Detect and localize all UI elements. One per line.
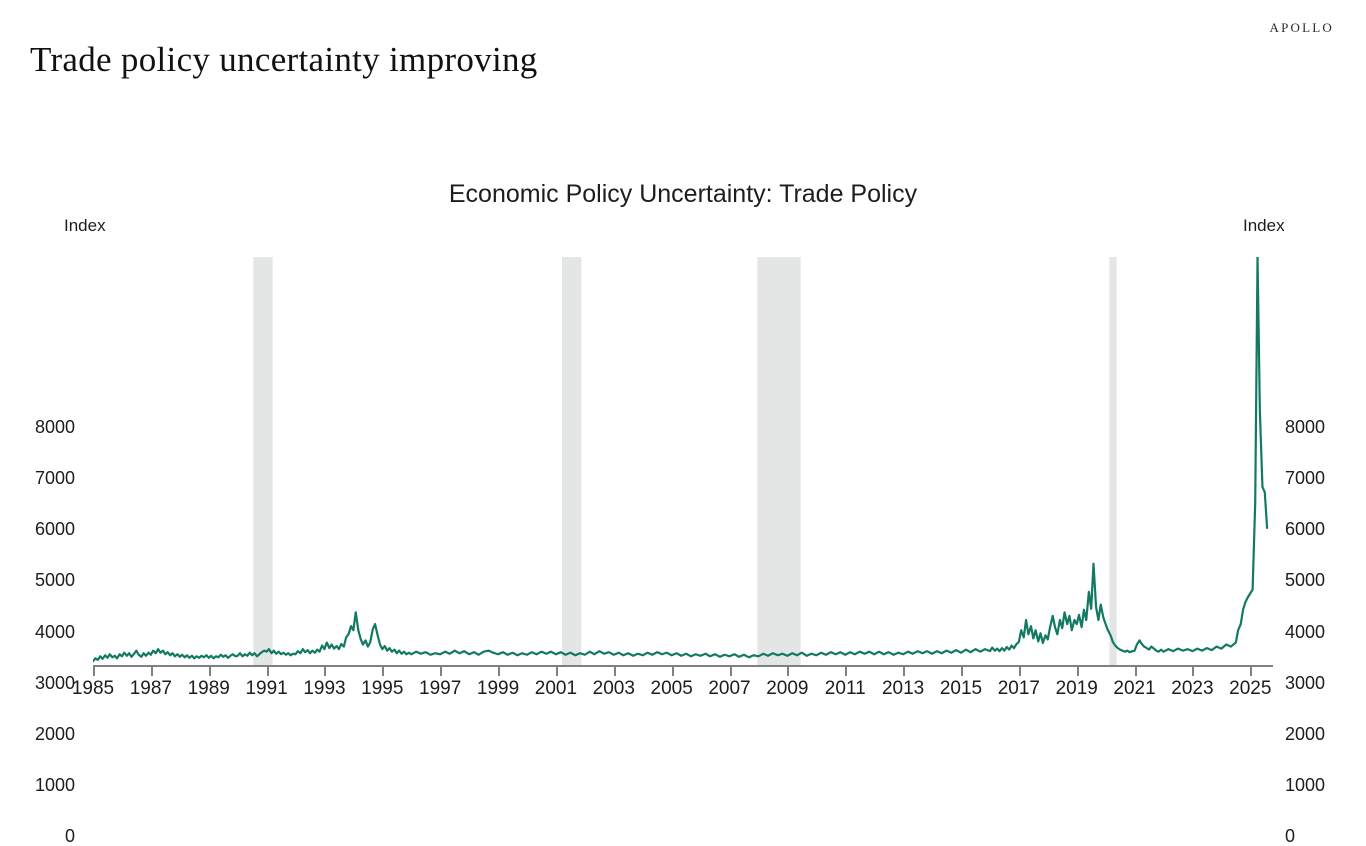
x-tick-label: 2025 [1229, 678, 1272, 699]
recession-band [561, 257, 582, 666]
x-axis-tick [498, 667, 501, 676]
x-axis-tick [845, 667, 848, 676]
x-tick-label: 2015 [939, 678, 983, 699]
x-axis-tick [903, 667, 906, 676]
chart-plot-svg [93, 257, 1272, 666]
y-tick-label-right: 4000 [1285, 621, 1326, 642]
chart-title: Economic Policy Uncertainty: Trade Polic… [448, 180, 918, 208]
series-lines [93, 257, 1267, 661]
x-tick-label: 1987 [129, 678, 172, 699]
y-tick-label-right: 7000 [1285, 468, 1326, 489]
x-tick-label: 1993 [303, 678, 346, 699]
x-tick-label: 1995 [361, 678, 404, 699]
x-tick-label: 2009 [766, 678, 809, 699]
x-tick-label: 2005 [650, 678, 693, 699]
x-axis-tick [382, 667, 385, 676]
x-axis-tick [671, 667, 674, 676]
y-tick-label-left: 1000 [34, 774, 75, 795]
x-tick-label: 2007 [708, 678, 751, 699]
y-tick-label-right: 3000 [1285, 672, 1326, 693]
y-tick-label-left: 0 [64, 826, 75, 846]
x-axis-tick [1192, 667, 1195, 676]
x-tick-label: 1985 [71, 678, 115, 699]
y-tick-label-right: 5000 [1285, 570, 1326, 591]
x-axis-tick [787, 667, 790, 676]
x-tick-label: 2021 [1113, 678, 1156, 699]
x-tick-label: 1997 [419, 678, 462, 699]
x-tick-label: 1989 [187, 678, 230, 699]
y-tick-label-left: 5000 [34, 570, 75, 591]
x-tick-label: 2011 [824, 678, 866, 699]
plot-area [93, 257, 1272, 666]
y-tick-label-left: 7000 [34, 468, 75, 489]
y-tick-label-right: 1000 [1285, 774, 1326, 795]
x-tick-label: 2023 [1171, 678, 1214, 699]
y-axis-unit-left: Index [64, 216, 106, 235]
x-axis-tick [1018, 667, 1021, 676]
y-tick-label-left: 4000 [34, 621, 75, 642]
y-tick-label-right: 8000 [1285, 417, 1326, 437]
recession-band [253, 257, 273, 666]
x-tick-label: 2001 [534, 678, 578, 699]
y-tick-label-right: 0 [1285, 826, 1296, 846]
x-tick-label: 2017 [997, 678, 1040, 699]
x-axis-tick [440, 667, 443, 676]
x-axis-tick [960, 667, 963, 676]
y-tick-label-right: 2000 [1285, 723, 1326, 744]
x-axis-tick [208, 667, 211, 676]
x-axis-tick [1250, 667, 1253, 676]
x-tick-label: 2003 [592, 678, 635, 699]
y-tick-label-left: 2000 [34, 723, 75, 744]
x-axis-tick [93, 667, 95, 676]
x-tick-label: 2013 [881, 678, 925, 699]
page-title: Trade policy uncertainty improving [30, 40, 538, 79]
x-axis-tick [555, 667, 558, 676]
x-axis-line [93, 665, 1273, 667]
recession-band [757, 257, 801, 666]
y-axis-unit-right: Index [1243, 216, 1285, 235]
recession-band [1109, 257, 1117, 666]
x-tick-label: 1999 [476, 678, 520, 699]
x-axis-tick [150, 667, 153, 676]
series-line [93, 257, 1267, 661]
recession-bands [253, 257, 1117, 666]
x-axis-tick [1076, 667, 1079, 676]
x-axis-tick [729, 667, 732, 676]
x-tick-label: 1991 [245, 678, 288, 699]
y-tick-label-left: 8000 [34, 417, 75, 437]
x-axis-tick [1134, 667, 1137, 676]
chart-figure: Economic Policy Uncertainty: Trade Polic… [0, 170, 1366, 845]
y-tick-label-left: 6000 [34, 519, 75, 540]
x-axis-tick [324, 667, 327, 676]
y-tick-label-right: 6000 [1285, 519, 1326, 540]
x-tick-label: 2019 [1055, 678, 1098, 699]
x-axis-tick [266, 667, 269, 676]
x-axis-tick [613, 667, 616, 676]
apollo-logo: APOLLO [1269, 20, 1334, 35]
y-tick-label-left: 3000 [34, 672, 75, 693]
